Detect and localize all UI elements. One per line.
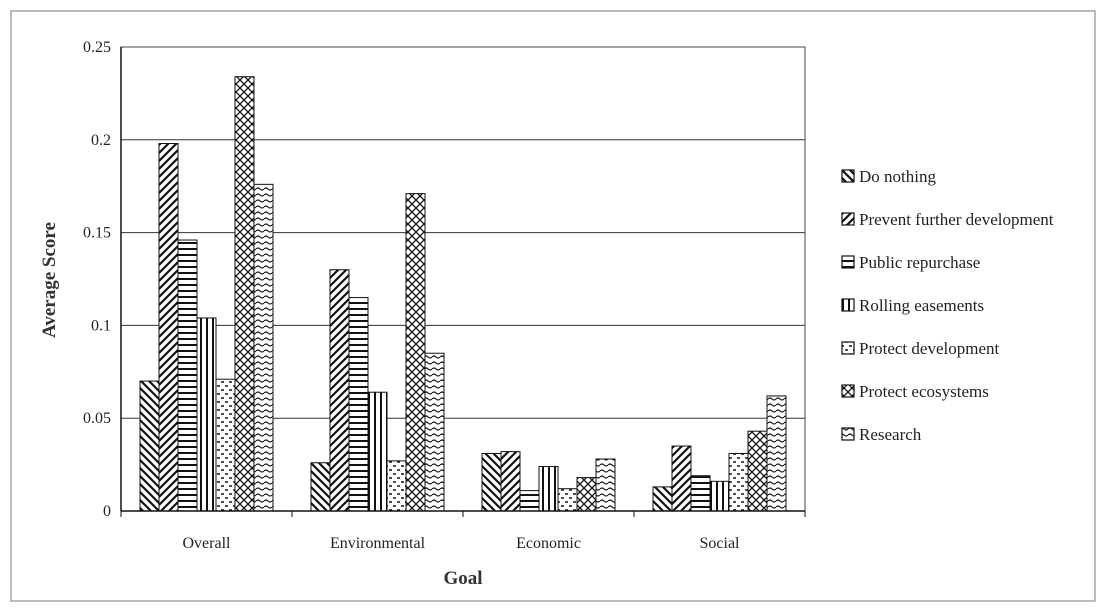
y-tick-label: 0.2 [91,132,111,149]
axes [120,46,806,517]
bar [177,239,198,512]
y-tick-label: 0.1 [91,317,111,334]
legend-swatch [841,169,855,183]
bar [139,380,160,512]
legend-swatch [841,427,855,441]
x-tick-label: Environmental [330,535,426,552]
legend-swatch [841,212,855,226]
legend-swatch [841,384,855,398]
bar [728,452,749,512]
legend-label: Research [859,425,922,444]
bar [538,465,559,512]
x-tick-label: Economic [516,535,581,552]
legend-swatch [841,298,855,312]
y-axis-title: Average Score [39,222,60,338]
bar [652,486,673,512]
bar [196,317,217,512]
bar [557,488,578,512]
legend-label: Protect ecosystems [859,382,989,401]
bar [386,460,407,512]
bar [424,352,445,512]
y-tick-label: 0.25 [83,39,111,56]
legend-label: Rolling easements [859,296,984,315]
bar [234,76,255,512]
bar [481,452,502,512]
bar [253,183,274,512]
y-tick-label: 0 [103,503,111,520]
bar [519,490,540,512]
legend-swatch [841,341,855,355]
legend-label: Public repurchase [859,253,980,272]
bar [747,430,768,512]
bar [158,143,179,512]
legend: Do nothing Prevent further development Pub… [841,167,1054,444]
bar [709,480,730,512]
x-tick-label: Overall [183,535,232,552]
bars [139,76,787,512]
grid-lines [121,46,805,419]
legend-label: Protect development [859,339,999,358]
bar [576,477,597,512]
bar [215,378,236,512]
y-tick-label: 0.15 [83,225,111,242]
x-axis-title: Goal [443,568,482,589]
bar [405,193,426,512]
bar [671,445,692,512]
bar [348,297,369,512]
legend-swatch [841,255,855,269]
outer-border [10,10,1096,602]
bar [595,458,616,512]
bar [367,391,388,512]
bar [310,462,331,512]
bar [690,475,711,512]
bar [766,395,787,512]
x-tick-label: Social [700,535,741,552]
legend-label: Do nothing [859,167,936,186]
bar [500,451,521,512]
y-tick-label: 0.05 [83,410,111,427]
tick-labels: 0 0.05 0.1 0.15 0.2 0.25 Overall Environmental E… [83,39,740,552]
legend-label: Prevent further development [859,210,1054,229]
bar [329,269,350,512]
